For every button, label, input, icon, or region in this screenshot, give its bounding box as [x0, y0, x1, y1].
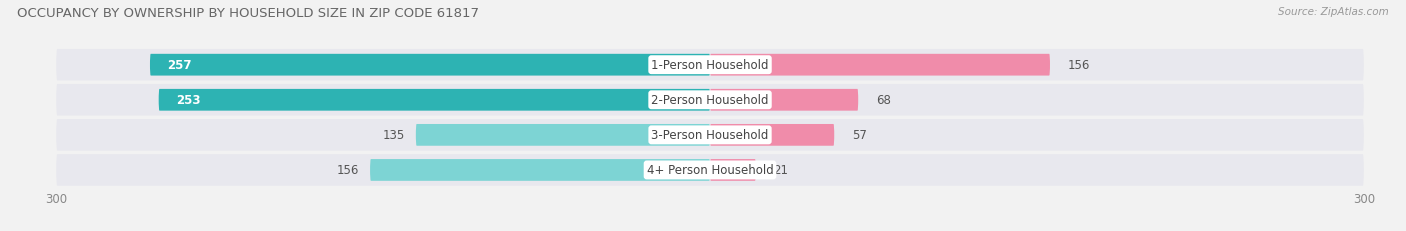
Text: 135: 135 [382, 129, 405, 142]
FancyBboxPatch shape [56, 85, 1364, 116]
FancyBboxPatch shape [159, 90, 710, 111]
Text: 68: 68 [876, 94, 890, 107]
Text: 1-Person Household: 1-Person Household [651, 59, 769, 72]
FancyBboxPatch shape [710, 125, 834, 146]
FancyBboxPatch shape [710, 90, 858, 111]
Text: 4+ Person Household: 4+ Person Household [647, 164, 773, 177]
Text: 2-Person Household: 2-Person Household [651, 94, 769, 107]
FancyBboxPatch shape [150, 55, 710, 76]
FancyBboxPatch shape [56, 50, 1364, 81]
FancyBboxPatch shape [416, 125, 710, 146]
Text: 253: 253 [176, 94, 201, 107]
Text: 156: 156 [1067, 59, 1090, 72]
FancyBboxPatch shape [56, 155, 1364, 186]
Text: OCCUPANCY BY OWNERSHIP BY HOUSEHOLD SIZE IN ZIP CODE 61817: OCCUPANCY BY OWNERSHIP BY HOUSEHOLD SIZE… [17, 7, 479, 20]
Text: Source: ZipAtlas.com: Source: ZipAtlas.com [1278, 7, 1389, 17]
Text: 156: 156 [337, 164, 359, 177]
FancyBboxPatch shape [370, 159, 710, 181]
Text: 257: 257 [167, 59, 191, 72]
Text: 57: 57 [852, 129, 866, 142]
FancyBboxPatch shape [710, 159, 756, 181]
Text: 3-Person Household: 3-Person Household [651, 129, 769, 142]
Text: 21: 21 [773, 164, 789, 177]
FancyBboxPatch shape [56, 120, 1364, 151]
FancyBboxPatch shape [710, 55, 1050, 76]
